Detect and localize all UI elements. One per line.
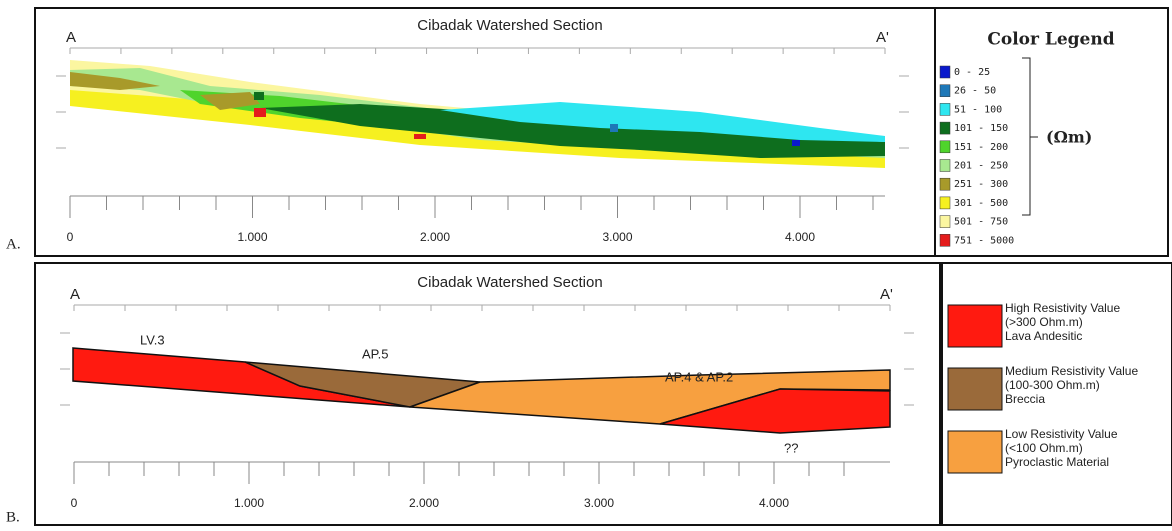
- legend-label: 101 - 150: [954, 123, 1008, 134]
- x-tick-label: 0: [71, 496, 78, 510]
- section-title: Cibadak Watershed Section: [417, 274, 602, 291]
- section-a: [70, 60, 885, 168]
- legend-label: Breccia: [1005, 392, 1045, 406]
- legend-swatch: [940, 122, 950, 134]
- section-end: A: [66, 29, 76, 46]
- legend-label: 26 - 50: [954, 86, 996, 97]
- x-tick-label: 1.000: [237, 230, 267, 244]
- x-tick-label: 2.000: [409, 496, 439, 510]
- unit-label: LV.3: [140, 332, 165, 347]
- section-title: Cibadak Watershed Section: [417, 17, 602, 34]
- legend-label: (100-300 Ohm.m): [1005, 378, 1100, 392]
- legend-title: Color Legend: [987, 30, 1114, 50]
- legend-label: High Resistivity Value: [1005, 301, 1120, 315]
- unit-label: ??: [784, 440, 798, 455]
- x-tick-label: 1.000: [234, 496, 264, 510]
- section-b: [73, 348, 890, 433]
- x-tick-label: 0: [67, 230, 74, 244]
- legend-label: (<100 Ohm.m): [1005, 441, 1083, 455]
- legend-bracket: [1022, 58, 1038, 215]
- legend-swatch: [940, 85, 950, 97]
- legend-label: 301 - 500: [954, 198, 1008, 209]
- legend-swatch: [940, 160, 950, 172]
- x-tick-label: 3.000: [584, 496, 614, 510]
- legend-swatch: [940, 216, 950, 228]
- figure: A. Cibadak Watershed Section A A' 0 1.000 2.00…: [0, 0, 1172, 531]
- legend-label: Medium Resistivity Value: [1005, 364, 1138, 378]
- unit-label: AP.5: [362, 346, 389, 361]
- legend-label: Pyroclastic Material: [1005, 455, 1109, 469]
- legend-unit: (Ωm): [1046, 128, 1092, 147]
- legend-swatch: [940, 66, 950, 78]
- legend-label: (>300 Ohm.m): [1005, 315, 1083, 329]
- section-end: A: [70, 286, 80, 303]
- legend-swatch: [940, 197, 950, 209]
- unit-label: AP.4 & AP.2: [665, 369, 733, 384]
- legend-label: 0 - 25: [954, 67, 990, 78]
- legend-label: 51 - 100: [954, 104, 1002, 115]
- panel-label: B.: [6, 509, 20, 525]
- legend-swatch: [948, 431, 1002, 473]
- x-tick-label: 2.000: [420, 230, 450, 244]
- legend-label: 751 - 5000: [954, 235, 1014, 246]
- legend-swatch: [940, 234, 950, 246]
- x-tick-label: 3.000: [602, 230, 632, 244]
- legend-label: 151 - 200: [954, 142, 1008, 153]
- x-tick-label: 4.000: [759, 496, 789, 510]
- x-tick-label: 4.000: [785, 230, 815, 244]
- legend-label: Lava Andesitic: [1005, 329, 1082, 343]
- legend-swatch: [948, 368, 1002, 410]
- legend-label: Low Resistivity Value: [1005, 427, 1118, 441]
- section-end: A': [880, 286, 893, 303]
- legend-swatch: [940, 178, 950, 190]
- panel-label: A.: [6, 236, 21, 252]
- legend-label: 201 - 250: [954, 161, 1008, 172]
- legend-swatch: [948, 305, 1002, 347]
- legend-swatch: [940, 141, 950, 153]
- legend-label: 251 - 300: [954, 179, 1008, 190]
- legend-label: 501 - 750: [954, 217, 1008, 228]
- section-end: A': [876, 29, 889, 46]
- legend-swatch: [940, 103, 950, 115]
